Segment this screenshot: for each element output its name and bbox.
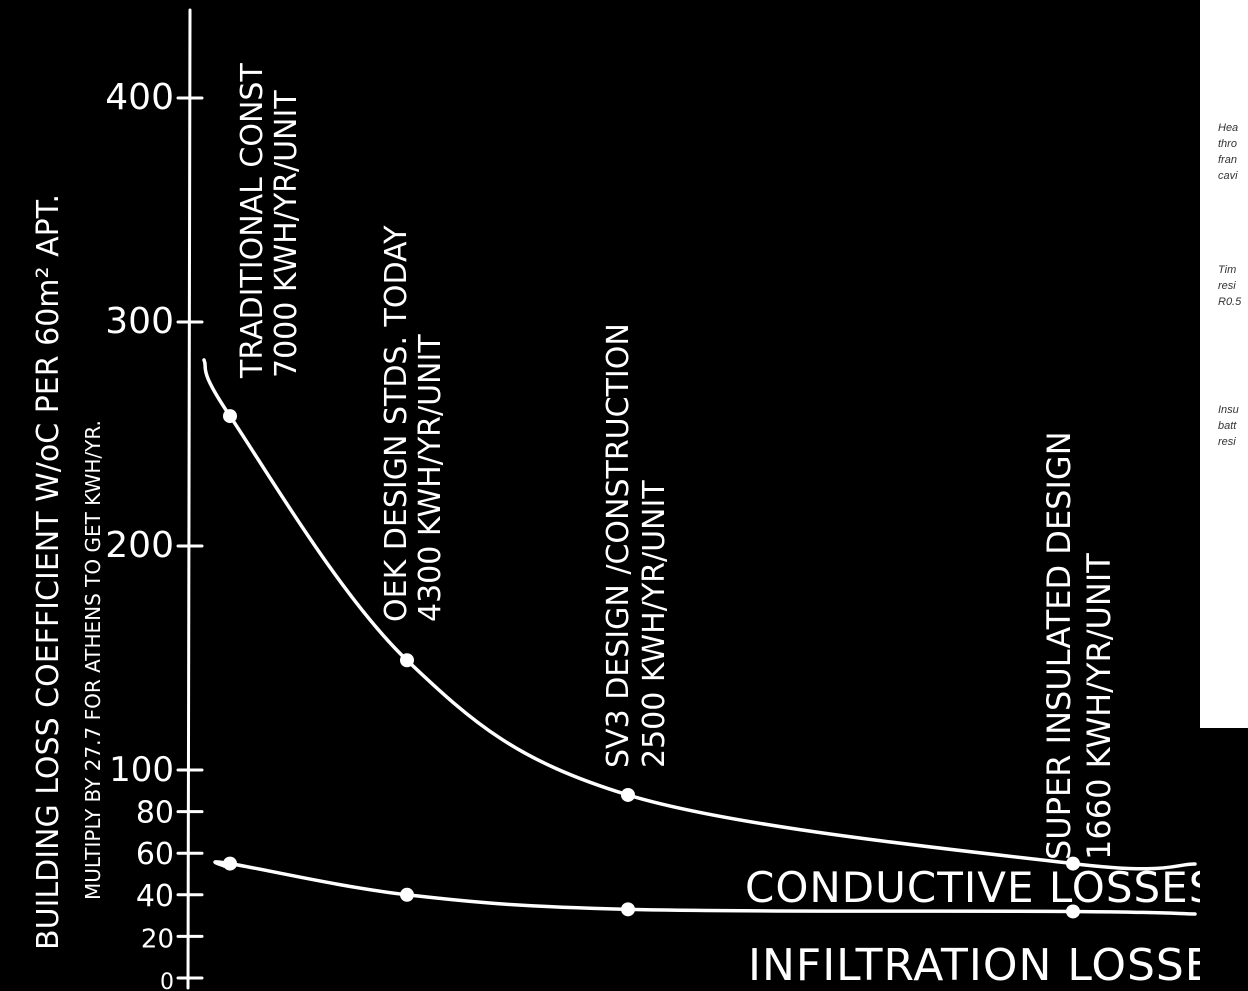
series-label-infiltration: INFILTRATION LOSSES (748, 940, 1200, 991)
design-label-line1: SUPER INSULATED DESIGN (1040, 431, 1078, 860)
design-label-line1: TRADITIONAL CONST (235, 63, 270, 379)
design-annotation-3: SUPER INSULATED DESIGN 1660 KWH/YR/UNIT (1040, 431, 1118, 860)
side-note-line: Tim (1218, 264, 1237, 276)
series-1-point-3 (1066, 904, 1080, 919)
design-label-line1: OEK DESIGN STDS. TODAY (379, 225, 414, 622)
y-tick-label-200: 200 (105, 525, 174, 566)
side-note-line: thro (1218, 138, 1237, 150)
y-tick-label-60: 60 (136, 837, 174, 872)
y-tick-label-400: 400 (105, 77, 174, 118)
design-annotation-0: TRADITIONAL CONST 7000 KWH/YR/UNIT (235, 63, 304, 379)
design-label-line2: 2500 KWH/YR/UNIT (637, 480, 672, 768)
y-tick-label-100: 100 (109, 750, 174, 790)
side-note-1: Hea thro fran cavi (1218, 120, 1248, 184)
side-note-line: batt (1218, 420, 1237, 432)
series-1-point-0 (223, 856, 237, 871)
y-tick-label-0: 0 (160, 970, 174, 991)
design-label-line2: 7000 KWH/YR/UNIT (269, 90, 304, 378)
side-note-line: R0.5 (1218, 296, 1242, 308)
design-label-line2: 4300 KWH/YR/UNIT (413, 334, 448, 622)
series-0-point-2 (621, 787, 635, 802)
side-panel: Hea thro fran cavi Tim resi R0.5 Insu ba… (1200, 0, 1248, 728)
y-axis-subtitle: MULTIPLY BY 27.7 FOR ATHENS TO GET KWH/Y… (81, 420, 105, 900)
chart: 0 20 40 60 80 100 200 300 400 BUILDING LOSS COEFF… (31, 8, 1200, 991)
side-note-line: resi (1218, 436, 1236, 448)
side-note-3: Insu batt resi (1218, 402, 1248, 450)
y-tick-label-300: 300 (105, 301, 174, 342)
series-0-point-0 (223, 409, 237, 424)
side-note-2: Tim resi R0.5 (1218, 262, 1248, 310)
y-tick-label-40: 40 (136, 879, 174, 914)
design-annotation-2: SV3 DESIGN /CONSTRUCTION 2500 KWH/YR/UNIT (601, 323, 672, 768)
y-tick-label-80: 80 (136, 796, 174, 831)
series-0-point-1 (400, 653, 414, 668)
design-annotation-1: OEK DESIGN STDS. TODAY 4300 KWH/YR/UNIT (379, 225, 448, 622)
y-axis-title: BUILDING LOSS COEFFICIENT W/oC PER 60m² … (31, 194, 66, 950)
side-note-line: Insu (1218, 404, 1239, 416)
design-label-line2: 1660 KWH/YR/UNIT (1080, 553, 1118, 860)
side-note-line: cavi (1218, 170, 1238, 182)
series-0-point-3 (1066, 856, 1080, 871)
side-note-line: Hea (1218, 122, 1239, 134)
side-note-line: fran (1218, 154, 1237, 166)
series-1-point-1 (400, 887, 414, 902)
series-label-conductive: CONDUCTIVE LOSSES (745, 863, 1200, 912)
design-label-line1: SV3 DESIGN /CONSTRUCTION (601, 323, 636, 768)
series-1-point-2 (621, 902, 635, 917)
side-note-line: resi (1218, 280, 1236, 292)
y-tick-label-20: 20 (141, 924, 174, 954)
y-axis-line (186, 8, 192, 990)
